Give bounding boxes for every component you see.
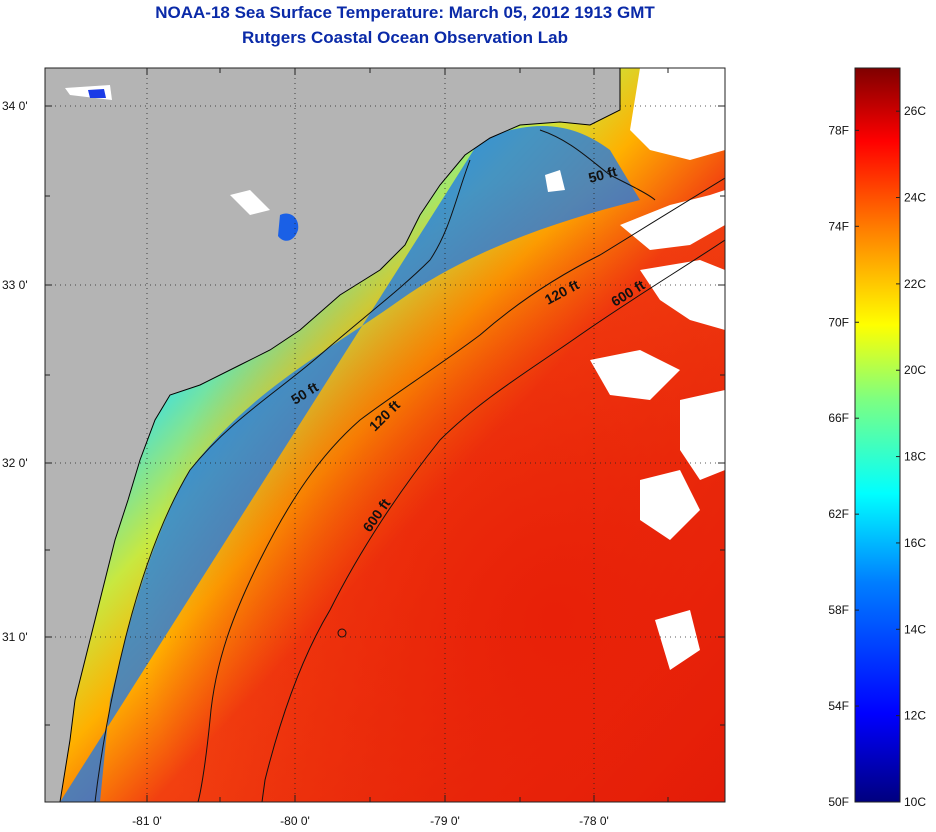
- contour-600ft: [261, 239, 725, 802]
- nearshore-cold-water: [60, 126, 640, 802]
- colorbar-label-celsius: 18C: [904, 450, 926, 464]
- map-frame: [44, 67, 726, 803]
- contour-120ft: [197, 177, 725, 802]
- colorbar-label-fahrenheit: 74F: [828, 219, 849, 233]
- contour-label-50ft-north: 50 ft: [587, 163, 619, 186]
- colorbar-label-fahrenheit: 50F: [828, 795, 849, 809]
- colorbar-label-fahrenheit: 58F: [828, 603, 849, 617]
- map-panel: 50 ft 120 ft 600 ft 50 ft 120 ft 600 ft: [45, 68, 725, 802]
- colorbar-label-celsius: 16C: [904, 536, 926, 550]
- colorbar-label-fahrenheit: 78F: [828, 123, 849, 137]
- colorbar-label-fahrenheit: 62F: [828, 507, 849, 521]
- bathymetry-contours: [94, 129, 725, 802]
- colorbar-label-fahrenheit: 66F: [828, 411, 849, 425]
- lat-label-33: 33 0': [2, 278, 28, 292]
- cloud-cover: [65, 68, 725, 670]
- map-title: NOAA-18 Sea Surface Temperature: March 0…: [155, 3, 655, 22]
- axis-ticks: [45, 68, 725, 802]
- colorbar-gradient: [854, 67, 901, 803]
- colorbar-label-celsius: 22C: [904, 277, 926, 291]
- colorbar: 78F 74F 70F 66F 62F 58F 54F 50F 26C 24C 22C 20C 18C…: [828, 67, 926, 809]
- lon-label-78: -78 0': [579, 814, 609, 828]
- contour-50ft: [94, 159, 471, 802]
- land-mass: [45, 68, 621, 802]
- colorbar-label-celsius: 14C: [904, 622, 926, 636]
- contour-ring: [337, 628, 347, 638]
- colorbar-label-fahrenheit: 54F: [828, 699, 849, 713]
- lon-label-79: -79 0': [430, 814, 460, 828]
- lat-label-31: 31 0': [2, 630, 28, 644]
- colorbar-label-celsius: 10C: [904, 795, 926, 809]
- contour-50ft-north: [539, 129, 656, 201]
- lat-label-32: 32 0': [2, 456, 28, 470]
- colorbar-label-celsius: 12C: [904, 709, 926, 723]
- colorbar-label-celsius: 26C: [904, 104, 926, 118]
- graticule: [45, 68, 725, 802]
- colorbar-label-celsius: 24C: [904, 191, 926, 205]
- inland-lake-small: [88, 89, 106, 98]
- lon-label-80: -80 0': [280, 814, 310, 828]
- colorbar-label-fahrenheit: 70F: [828, 315, 849, 329]
- colorbar-label-celsius: 20C: [904, 363, 926, 377]
- lon-label-81: -81 0': [132, 814, 162, 828]
- map-subtitle: Rutgers Coastal Ocean Observation Lab: [242, 28, 568, 47]
- lat-label-34: 34 0': [2, 99, 28, 113]
- inland-lake: [278, 213, 299, 241]
